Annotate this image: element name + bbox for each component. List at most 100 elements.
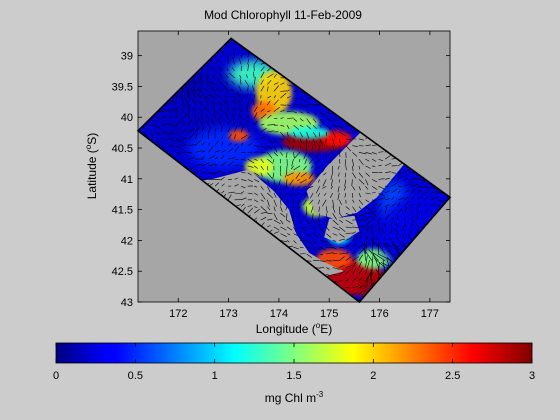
current-vector [234,134,236,139]
current-vector [228,72,235,79]
current-vector [228,157,236,160]
current-vector [241,197,247,201]
current-vector [308,158,314,164]
chlorophyll-patch [228,129,249,142]
current-vector [296,179,301,182]
current-vector [205,98,209,106]
current-vector [208,126,212,133]
current-vector [398,241,405,248]
current-vector [365,192,371,195]
current-vector [391,182,398,187]
current-vector [325,240,332,247]
current-vector [299,124,304,128]
current-vector [273,138,279,144]
current-vector [358,179,365,185]
current-vector [375,243,379,248]
current-vector [332,118,338,122]
current-vector [344,172,347,178]
current-vector [311,145,314,151]
current-vector [267,138,274,144]
current-vector [231,80,235,85]
current-vector [339,206,341,214]
current-vector [395,222,399,228]
current-vector [394,227,399,234]
current-vector [227,148,233,153]
current-vector [358,172,364,178]
current-vector [371,179,378,183]
current-vector [378,209,383,214]
current-vector [391,188,398,194]
current-vector [247,179,253,183]
current-vector [365,158,370,162]
current-vector [168,99,174,106]
current-vector [358,254,363,261]
current-vector [285,206,288,211]
current-vector [417,189,422,194]
current-vector [260,186,264,191]
current-vector [293,220,295,227]
current-vector [302,185,307,189]
current-vector [267,225,271,228]
current-vector [208,155,215,160]
current-vector [241,165,245,168]
current-vector [424,216,427,221]
current-vector [247,172,252,176]
current-vector [380,227,386,234]
current-vector [371,204,378,207]
current-vector [298,213,301,218]
current-vector [180,93,183,99]
current-vector [358,158,364,166]
current-vector [299,226,307,232]
current-vector [214,182,220,187]
current-vector [293,111,297,114]
colorbar-tick-label: 0 [53,370,59,382]
current-vector [364,241,366,248]
current-vector [254,158,258,161]
current-vector [175,145,180,149]
current-vector [322,199,327,207]
current-vector [280,117,284,119]
current-vector [365,165,371,169]
current-vector [352,213,358,219]
current-vector [358,213,366,218]
current-vector [267,130,275,133]
current-vector [208,142,211,146]
current-vector [221,50,223,58]
current-vector [352,292,358,295]
current-vector [245,74,248,78]
current-vector [411,184,419,187]
current-vector [352,243,357,248]
current-vector [397,202,401,207]
current-vector [331,165,333,173]
current-vector [221,161,226,167]
current-vector [247,207,254,214]
current-vector [417,205,420,214]
current-vector [273,219,281,225]
current-vector [306,246,314,250]
current-vector [232,56,235,65]
current-vector [293,246,299,250]
current-vector [280,233,287,237]
current-vector [254,179,260,183]
current-vector [332,274,341,277]
current-vector [252,71,255,78]
current-vector [303,199,307,206]
current-vector [430,196,439,201]
current-vector [337,165,340,170]
current-vector [253,120,258,126]
current-vector [280,82,285,85]
current-vector [332,213,337,220]
current-vector [358,235,362,241]
current-vector [352,256,359,261]
current-vector [286,226,293,231]
current-vector [411,219,414,227]
current-vector [219,107,222,112]
x-tick-label: 175 [320,308,338,320]
current-vector [339,246,345,249]
current-vector [221,141,224,146]
current-vector [325,226,330,232]
current-vector [304,159,307,165]
current-vector [247,158,255,164]
current-vector [280,131,285,138]
current-vector [280,145,284,151]
